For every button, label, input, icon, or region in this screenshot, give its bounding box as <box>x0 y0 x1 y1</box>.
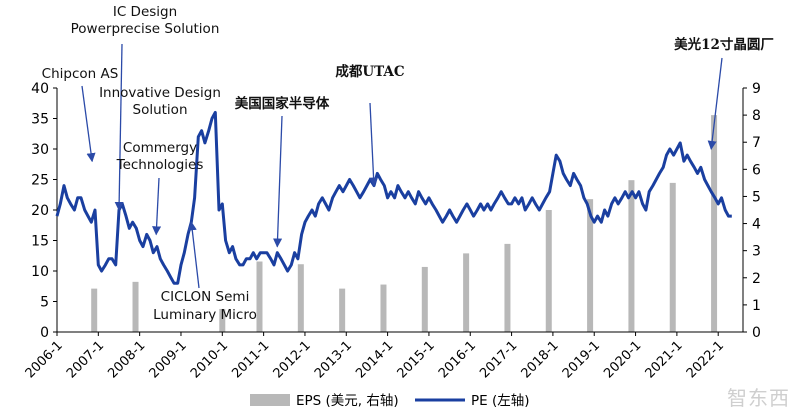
eps-bar-0 <box>91 288 98 332</box>
right-tick-label-0: 0 <box>752 325 761 341</box>
eps-bar-7 <box>421 266 428 332</box>
eps-bars <box>91 115 718 332</box>
annotation-arrow-1 <box>114 43 124 212</box>
annotation-arrow-5 <box>273 115 283 248</box>
eps-bar-13 <box>669 182 676 332</box>
pe-line-path <box>55 110 732 285</box>
annotation-arrow-4 <box>187 221 200 289</box>
annotation-label-2-0: Innovative Design <box>99 85 221 101</box>
legend: EPS (美元, 右轴) PE (左轴) <box>250 393 530 409</box>
annotation-arrow-0 <box>81 85 96 163</box>
left-tick-label-30: 30 <box>31 142 49 158</box>
right-tick-label-5: 5 <box>752 189 761 205</box>
annotation-label-1-1: Powerprecise Solution <box>71 21 220 37</box>
annotation-label-1-0: IC Design <box>113 4 177 20</box>
x-axis-ticks: 2006-12007-12008-12009-12010-12011-12012… <box>23 332 727 381</box>
pe-line <box>55 110 732 285</box>
legend-eps-label: EPS (美元, 右轴) <box>296 393 399 409</box>
x-tick-label-5: 2011-1 <box>229 338 272 381</box>
right-tick-label-4: 4 <box>752 217 761 233</box>
x-tick-label-11: 2017-1 <box>477 338 520 381</box>
x-tick-label-4: 2010-1 <box>188 338 231 381</box>
left-tick-label-15: 15 <box>31 234 49 250</box>
annotation-label-6-0: 成都UTAC <box>335 63 405 80</box>
x-tick-label-3: 2009-1 <box>147 338 190 381</box>
x-tick-label-8: 2014-1 <box>353 338 396 381</box>
eps-bar-1 <box>132 281 139 332</box>
eps-bar-4 <box>297 264 304 332</box>
annotation-arrow-6 <box>369 102 379 187</box>
left-tick-label-25: 25 <box>31 173 49 189</box>
right-tick-label-9: 9 <box>752 81 761 97</box>
annotation-label-2-1: Solution <box>133 102 188 118</box>
eps-bar-11 <box>587 199 594 332</box>
x-tick-label-9: 2015-1 <box>395 338 438 381</box>
annotation-label-3-0: Commergy <box>123 140 197 156</box>
x-tick-label-1: 2007-1 <box>64 338 107 381</box>
eps-bar-3 <box>256 261 263 332</box>
eps-bar-14 <box>711 115 718 332</box>
legend-pe-label: PE (左轴) <box>471 393 530 409</box>
x-tick-label-10: 2016-1 <box>436 338 479 381</box>
x-tick-label-12: 2018-1 <box>519 338 562 381</box>
x-tick-label-15: 2021-1 <box>643 338 686 381</box>
eps-bar-8 <box>463 253 470 332</box>
x-tick-label-2: 2008-1 <box>105 338 148 381</box>
annotation-label-3-1: Technologies <box>116 157 204 173</box>
x-tick-label-0: 2006-1 <box>23 338 66 381</box>
left-tick-label-5: 5 <box>40 295 49 311</box>
eps-bar-9 <box>504 243 511 332</box>
right-tick-label-7: 7 <box>752 135 761 151</box>
right-tick-label-6: 6 <box>752 162 761 178</box>
right-tick-label-1: 1 <box>752 298 761 314</box>
eps-bar-5 <box>339 288 346 332</box>
x-tick-label-16: 2022-1 <box>684 338 727 381</box>
annotation-label-4-1: Luminary Micro <box>153 307 257 323</box>
annotation-label-7-0: 美光12寸晶圆厂 <box>674 36 774 53</box>
right-tick-label-8: 8 <box>752 108 761 124</box>
annotation-arrow-7 <box>707 57 723 151</box>
right-tick-label-3: 3 <box>752 244 761 260</box>
x-tick-label-14: 2020-1 <box>601 338 644 381</box>
watermark: 智东西 <box>727 386 790 410</box>
annotation-label-5-0: 美国国家半导体 <box>235 95 330 112</box>
left-tick-label-40: 40 <box>31 81 49 97</box>
annotation-label-4-0: CICLON Semi <box>161 289 250 305</box>
annotation-arrow-3 <box>152 177 162 236</box>
eps-bar-6 <box>380 284 387 332</box>
eps-bar-10 <box>545 210 552 332</box>
x-tick-label-6: 2012-1 <box>271 338 314 381</box>
x-tick-label-7: 2013-1 <box>312 338 355 381</box>
eps-bar-12 <box>628 180 635 332</box>
left-tick-label-0: 0 <box>40 325 49 341</box>
left-tick-label-20: 20 <box>31 203 49 219</box>
left-axis-ticks: 0 5 10 15 20 25 30 35 40 <box>31 81 57 341</box>
left-tick-label-35: 35 <box>31 112 49 128</box>
left-tick-label-10: 10 <box>31 264 49 280</box>
annotation-label-0-0: Chipcon AS <box>42 66 119 82</box>
right-axis-ticks: 0 1 2 3 4 5 6 7 8 9 <box>743 81 761 341</box>
eps-bar-2 <box>219 308 226 332</box>
right-tick-label-2: 2 <box>752 271 761 287</box>
x-tick-label-13: 2019-1 <box>560 338 603 381</box>
legend-eps-swatch <box>250 394 290 406</box>
